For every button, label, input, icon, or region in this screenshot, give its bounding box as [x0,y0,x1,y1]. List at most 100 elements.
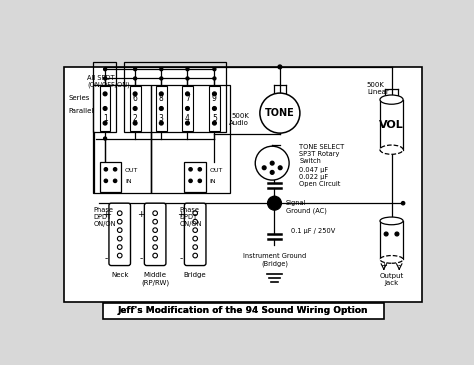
Text: +: + [137,210,145,219]
Bar [64,67,421,302]
Circle shape [212,121,216,125]
Text: OUT: OUT [210,168,223,173]
Circle shape [118,211,122,215]
Circle shape [193,228,198,233]
Text: 1: 1 [103,114,108,123]
Circle shape [185,92,190,96]
Text: Jeff's Modification of the 94 Sound Wiring Option: Jeff's Modification of the 94 Sound Wiri… [118,307,368,315]
Circle shape [270,161,274,165]
Text: +: + [102,210,109,219]
Circle shape [153,219,157,224]
Circle shape [118,228,122,233]
Text: 500K
Linear: 500K Linear [367,81,389,95]
Text: Phase
DPDT
ON/ON: Phase DPDT ON/ON [93,207,116,227]
Bar [93,62,116,132]
Circle shape [133,107,137,110]
Circle shape [159,92,163,96]
Circle shape [395,232,399,236]
Circle shape [189,179,192,182]
Circle shape [212,107,216,110]
Bar [184,162,206,192]
Circle shape [213,77,216,80]
Text: IN: IN [210,179,217,184]
Text: 3: 3 [159,114,164,123]
Circle shape [185,107,190,110]
Bar [151,85,230,193]
Circle shape [278,65,282,69]
Text: 0.1 μF / 250V: 0.1 μF / 250V [292,228,336,234]
Circle shape [104,168,108,171]
Text: IN: IN [125,179,132,184]
Circle shape [384,232,388,236]
Text: 6: 6 [133,94,137,103]
Circle shape [134,77,137,80]
Circle shape [133,92,137,96]
Circle shape [153,245,157,249]
Circle shape [118,245,122,249]
Circle shape [134,68,137,71]
Circle shape [193,219,198,224]
Circle shape [401,201,405,205]
Bar [100,162,121,192]
Circle shape [262,166,266,170]
Circle shape [270,170,274,174]
Circle shape [160,77,163,80]
Circle shape [133,121,137,125]
Circle shape [159,121,163,125]
Text: +: + [381,261,387,270]
Text: 5: 5 [212,114,217,123]
Circle shape [193,245,198,249]
Ellipse shape [380,217,403,225]
Circle shape [189,168,192,171]
Circle shape [193,253,198,258]
Text: OUT: OUT [125,168,138,173]
FancyBboxPatch shape [109,203,130,266]
Text: 8: 8 [159,94,164,103]
Circle shape [103,137,107,140]
Circle shape [193,211,198,215]
Circle shape [267,196,282,210]
Circle shape [186,77,189,80]
Circle shape [153,211,157,215]
Text: VOL: VOL [379,120,404,130]
Circle shape [185,121,190,125]
Ellipse shape [380,255,403,263]
Circle shape [213,68,216,71]
Circle shape [212,92,216,96]
Ellipse shape [380,145,403,154]
Ellipse shape [380,95,403,104]
Circle shape [186,68,189,71]
Text: Middle
(RP/RW): Middle (RP/RW) [141,273,169,286]
Circle shape [260,93,300,133]
Circle shape [104,179,108,182]
Circle shape [118,236,122,241]
Bar [124,62,226,132]
Text: 2: 2 [133,114,137,123]
Circle shape [193,236,198,241]
Text: Instrument Ground
(Bridge): Instrument Ground (Bridge) [243,253,306,267]
Circle shape [103,107,107,110]
Text: Jeff's Modification of the 94 Sound Wiring Option: Jeff's Modification of the 94 Sound Wiri… [118,307,368,315]
Circle shape [255,146,289,180]
Circle shape [103,77,107,80]
Text: Parallel: Parallel [68,108,93,114]
Circle shape [113,168,117,171]
Circle shape [198,168,201,171]
Circle shape [198,179,201,182]
Bar [156,86,167,131]
Circle shape [118,253,122,258]
Circle shape [153,228,157,233]
FancyBboxPatch shape [184,203,206,266]
Circle shape [103,121,107,125]
Text: TONE SELECT
SP3T Rotary
Switch: TONE SELECT SP3T Rotary Switch [299,144,345,164]
Bar [182,86,193,131]
FancyBboxPatch shape [145,203,166,266]
Circle shape [159,107,163,110]
Text: 4: 4 [185,114,190,123]
Circle shape [278,166,282,170]
Circle shape [103,92,107,96]
Bar [209,86,220,131]
Text: All SPDT
(ON/OFF/ON): All SPDT (ON/OFF/ON) [87,74,130,88]
Text: 9: 9 [212,94,217,103]
Text: Bridge: Bridge [184,273,207,278]
